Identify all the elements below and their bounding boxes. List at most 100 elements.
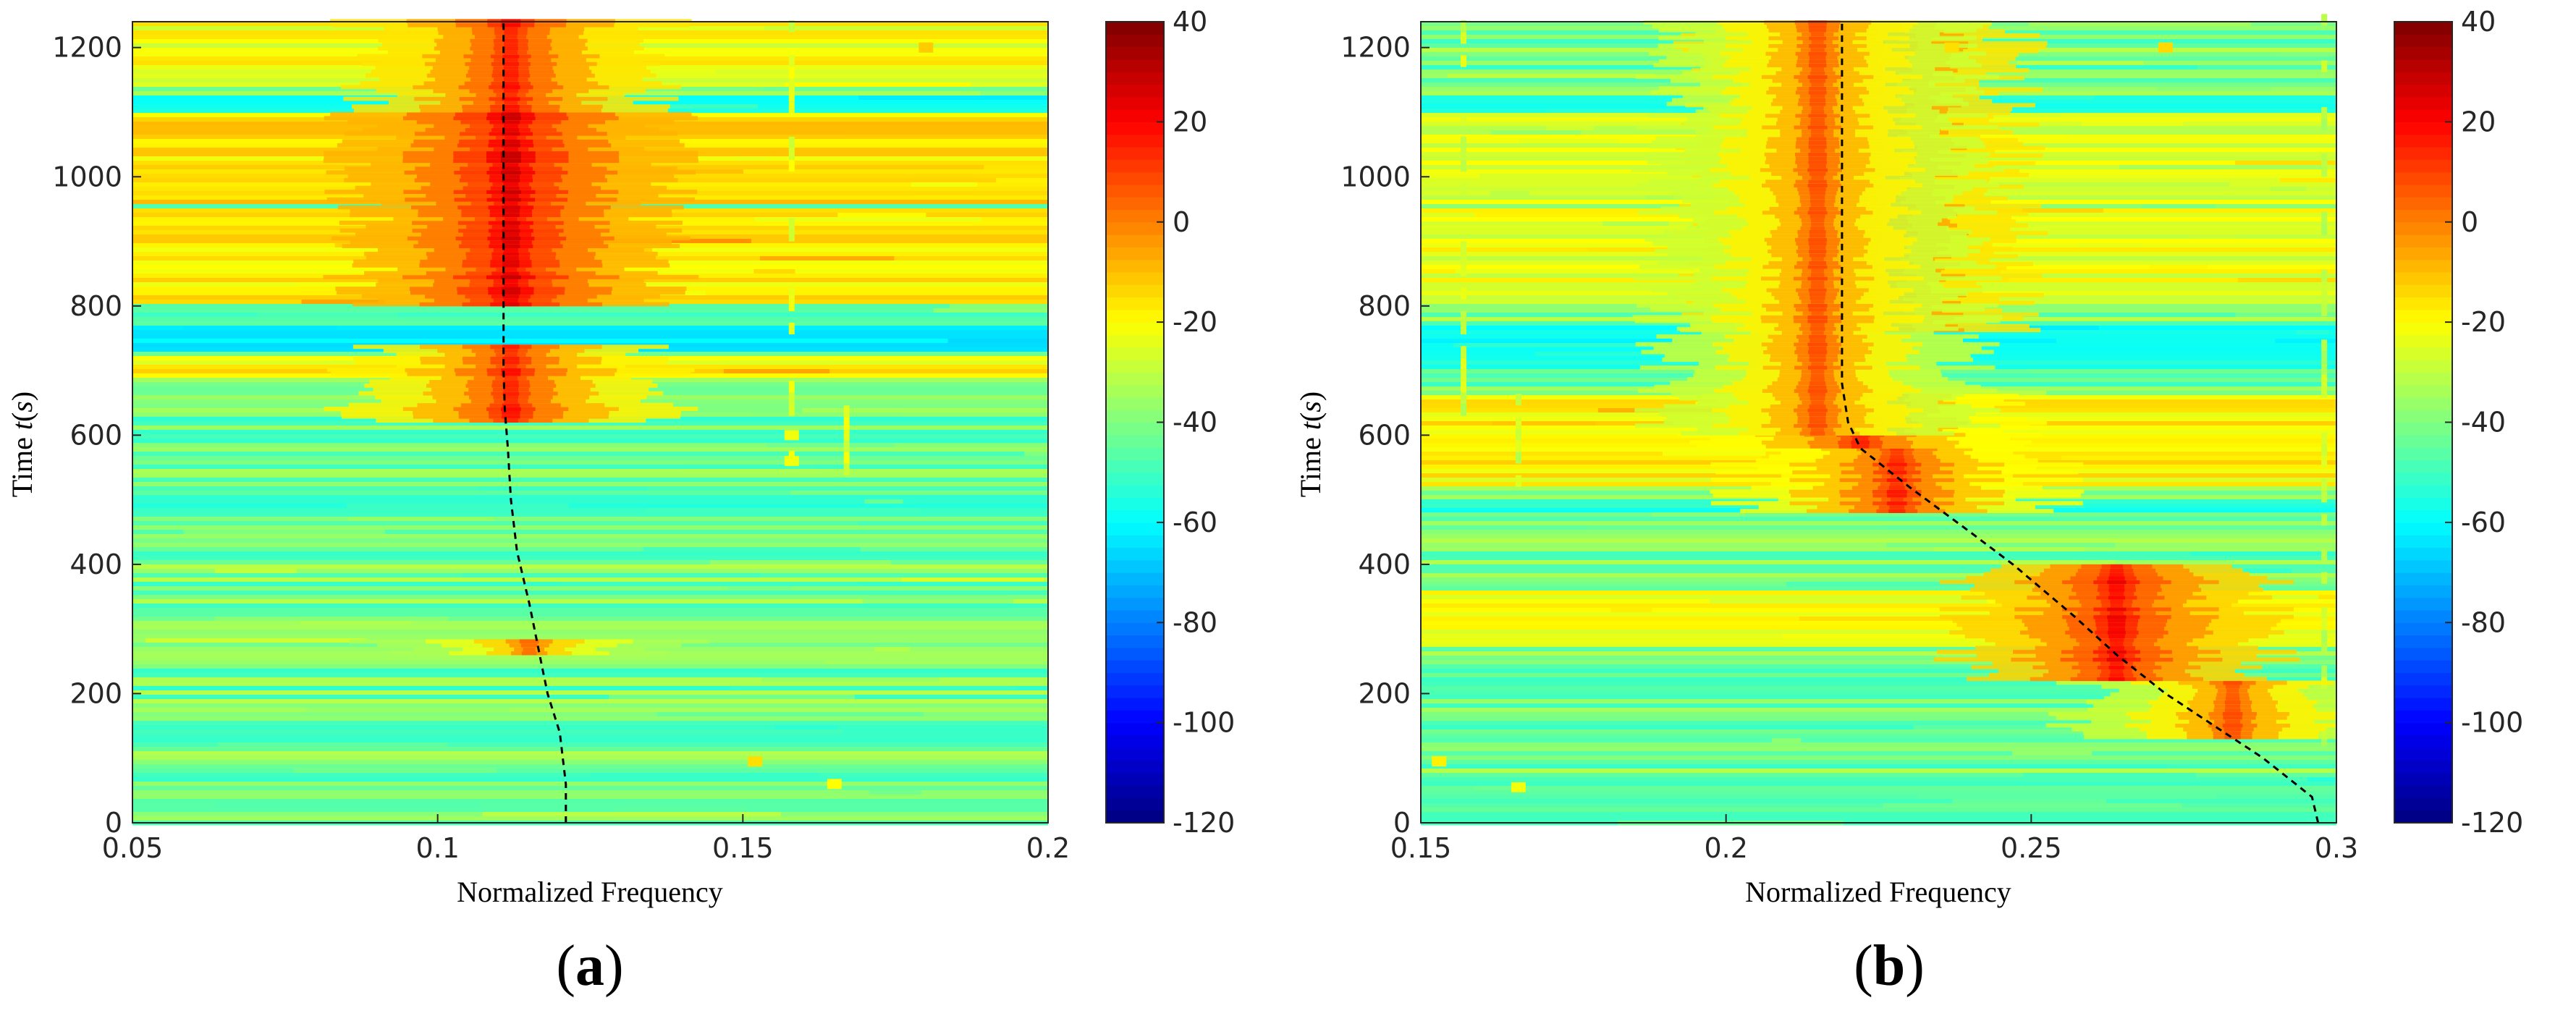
colorbar-swatch: [2394, 410, 2452, 423]
ridge-energy-cell: [2110, 568, 2124, 573]
ridge-energy-cell: [1811, 310, 1824, 316]
heatmap-cell: [215, 803, 480, 808]
colorbar-swatch: [2394, 509, 2452, 523]
heatmap-row: [132, 339, 1048, 344]
heatmap-row: [132, 721, 1048, 726]
colorbar-swatch: [2394, 247, 2452, 261]
heatmap-row: [1421, 712, 2336, 717]
heatmap-row: [132, 690, 1048, 695]
heatmap-row: [132, 564, 1048, 570]
colorbar-swatch: [1106, 785, 1164, 799]
colorbar-swatch: [1106, 309, 1164, 323]
ridge-energy-cell: [2108, 677, 2125, 682]
ridge-energy-cell: [2226, 696, 2240, 700]
ridge-energy-cell: [503, 247, 518, 253]
heatmap-streak: [2321, 618, 2328, 630]
ridge-energy-cell: [502, 232, 520, 237]
heatmap-cell: [2270, 187, 2307, 192]
heatmap-row: [1421, 812, 2336, 817]
ridge-energy-cell: [501, 190, 521, 194]
colorbar-swatch: [1106, 34, 1164, 48]
ridge-energy-cell: [1809, 415, 1826, 420]
heatmap-cell: [1645, 195, 1674, 200]
heatmap-streak: [1461, 369, 1467, 381]
ridge-energy-cell: [502, 240, 520, 245]
heatmap-row: [1421, 725, 2336, 730]
ridge-energy-cell: [1887, 470, 1907, 475]
ridge-energy-cell: [2224, 731, 2241, 736]
heatmap-streak: [1515, 428, 1521, 441]
ridge-energy-cell: [503, 69, 519, 74]
ridge-energy-cell: [1809, 172, 1826, 176]
heatmap-row: [132, 816, 1048, 821]
heatmap-cell: [979, 91, 1048, 96]
colorbar-swatch: [2394, 271, 2452, 285]
heatmap-row: [1421, 669, 2336, 674]
colorbar-swatch: [2394, 522, 2452, 535]
colorbar-swatch: [1106, 597, 1164, 611]
ridge-energy-cell: [1809, 101, 1826, 106]
heatmap-row: [1421, 564, 2336, 570]
heatmap-row: [132, 556, 1048, 561]
heatmap-cell: [1546, 126, 1594, 131]
x-tick-label: 0.05: [102, 832, 164, 864]
heatmap-spot: [784, 456, 799, 467]
ridge-energy-cell: [1810, 323, 1825, 327]
ridge-energy-cell: [503, 282, 518, 287]
ridge-energy-cell: [1808, 24, 1827, 29]
heatmap-row: [132, 625, 1048, 630]
heatmap-row: [1421, 777, 2336, 782]
colorbar-swatch: [1106, 59, 1164, 72]
heatmap-cell: [1548, 109, 1673, 114]
heatmap-cell: [217, 742, 448, 748]
heatmap-row: [132, 755, 1048, 761]
ridge-energy-cell: [501, 236, 521, 241]
colorbar-swatch: [2394, 698, 2452, 711]
colorbar-swatch: [2394, 297, 2452, 310]
heatmap-row: [132, 599, 1048, 604]
ridge-energy-cell: [1808, 307, 1827, 312]
heatmap-row: [1421, 782, 2336, 787]
ridge-energy-cell: [502, 81, 520, 85]
heatmap-cell: [301, 300, 385, 305]
ridge-energy-cell: [1807, 167, 1828, 172]
heatmap-cell: [2318, 595, 2336, 600]
ridge-energy-cell: [503, 38, 518, 43]
ridge-energy-cell: [1811, 268, 1824, 273]
ridge-energy-cell: [502, 139, 520, 144]
heatmap-streak: [2321, 735, 2328, 747]
ridge-energy-cell: [1807, 365, 1828, 370]
heatmap-cell: [1610, 608, 1652, 613]
ridge-energy-cell: [1811, 330, 1824, 335]
ridge-energy-cell: [501, 197, 521, 202]
ridge-energy-cell: [502, 271, 519, 276]
colorbar-tick-label: 20: [1173, 106, 1207, 137]
colorbar-swatch: [2394, 234, 2452, 247]
heatmap-row: [132, 521, 1048, 526]
ridge-energy-cell: [502, 414, 520, 419]
colorbar-swatch: [2394, 685, 2452, 698]
ridge-energy-cell: [502, 410, 520, 415]
colorbar-swatch: [1106, 122, 1164, 135]
ridge-energy-cell: [2108, 626, 2125, 631]
heatmap-streak: [1461, 136, 1467, 148]
heatmap-streak: [2321, 223, 2328, 235]
ridge-energy-cell: [504, 100, 518, 105]
colorbar-swatch: [1106, 672, 1164, 686]
colorbar-swatch: [2394, 122, 2452, 135]
heatmap-row: [1421, 682, 2336, 687]
ridge-energy-cell: [1809, 98, 1825, 103]
heatmap-streak: [1461, 160, 1467, 172]
ridge-energy-cell: [1890, 497, 1904, 501]
heatmap-cell: [346, 504, 569, 509]
heatmap-row: [1421, 569, 2336, 574]
colorbar-swatch: [2394, 810, 2452, 824]
colorbar-swatch: [1106, 472, 1164, 486]
colorbar-swatch: [2394, 384, 2452, 398]
colorbar-swatch: [1106, 609, 1164, 623]
ridge-energy-cell: [1808, 179, 1827, 184]
colorbar-swatch: [1106, 447, 1164, 460]
colorbar-swatch: [1106, 397, 1164, 410]
heatmap-row: [132, 590, 1048, 596]
heatmap-streak: [1461, 183, 1467, 195]
